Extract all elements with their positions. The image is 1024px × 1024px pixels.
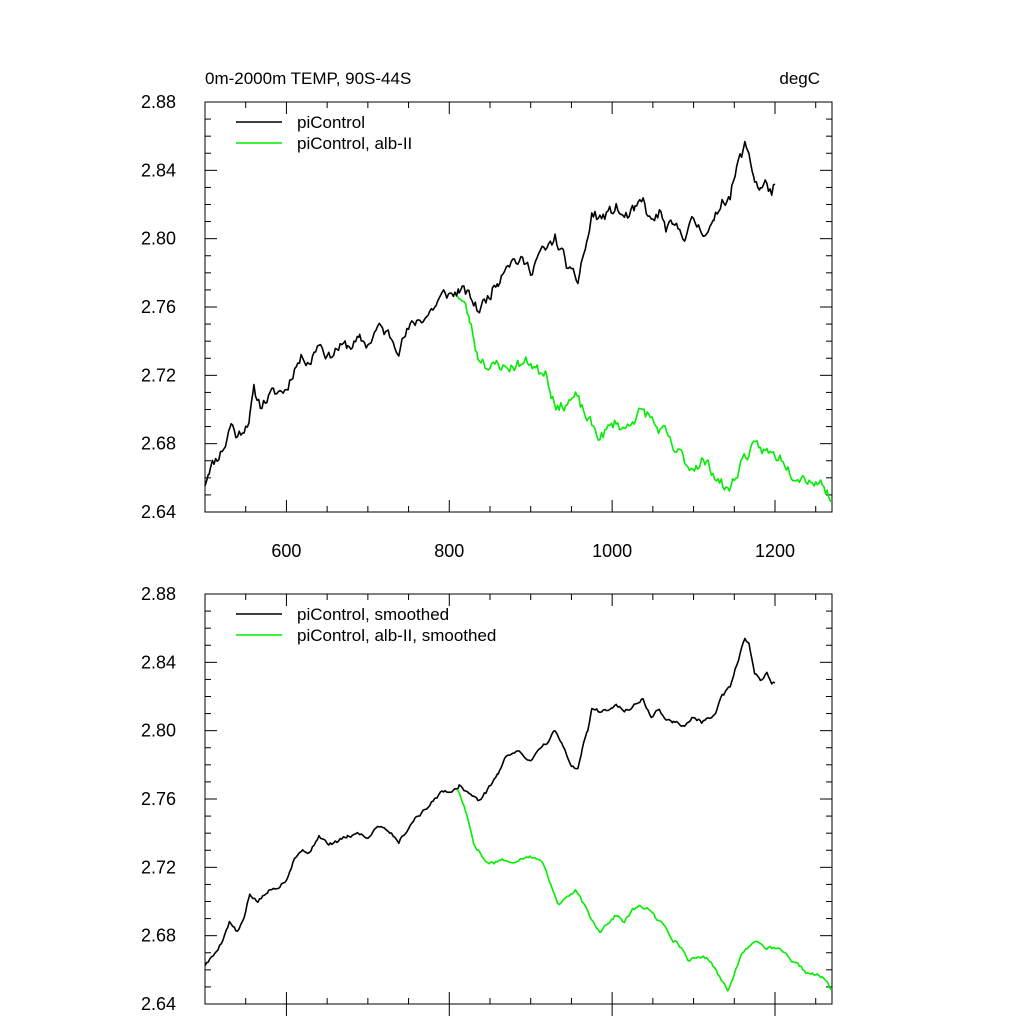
y-tick-label: 2.80 [141, 229, 176, 249]
y-axis: 2.64 2.68 2.72 2.76 2.80 2.84 2.88 [141, 584, 832, 1014]
x-tick-label: 1200 [755, 541, 795, 561]
y-tick-label: 2.80 [141, 721, 176, 741]
top-panel: 2.64 2.68 2.72 2.76 2.80 2.84 2.88 600 800 1000 12… [141, 92, 833, 561]
y-tick-label: 2.76 [141, 297, 176, 317]
y-tick-label: 2.68 [141, 926, 176, 946]
plot-frame [204, 593, 833, 1005]
y-axis: 2.64 2.68 2.72 2.76 2.80 2.84 2.88 [141, 92, 832, 522]
y-tick-label: 2.84 [141, 160, 176, 180]
y-tick-label: 2.64 [141, 502, 176, 522]
series-line-picontrol [204, 637, 776, 966]
y-tick-label: 2.88 [141, 584, 176, 604]
plot-title-units: degC [779, 69, 820, 88]
bottom-panel: 2.64 2.68 2.72 2.76 2.80 2.84 2.88 piControl, s… [141, 584, 833, 1016]
legend-label: piControl, smoothed [297, 605, 449, 624]
series-line-picontrol [204, 140, 776, 487]
y-tick-label: 2.84 [141, 652, 176, 672]
legend-label: piControl [297, 113, 365, 132]
y-tick-label: 2.64 [141, 994, 176, 1014]
legend: piControl piControl, alb-II [236, 113, 412, 153]
y-tick-label: 2.76 [141, 789, 176, 809]
series-line-alb-ii [456, 789, 833, 992]
plot-title-left: 0m-2000m TEMP, 90S-44S [205, 69, 411, 88]
x-axis [204, 594, 817, 1016]
x-tick-label: 600 [271, 541, 301, 561]
legend: piControl, smoothed piControl, alb-II, sm… [236, 605, 496, 645]
x-axis: 600 800 1000 1200 [204, 102, 817, 561]
y-tick-label: 2.72 [141, 857, 176, 877]
series-line-alb-ii [456, 295, 833, 502]
legend-label: piControl, alb-II, smoothed [297, 626, 496, 645]
y-tick-label: 2.88 [141, 92, 176, 112]
y-tick-label: 2.68 [141, 434, 176, 454]
legend-label: piControl, alb-II [297, 134, 412, 153]
x-tick-label: 800 [434, 541, 464, 561]
x-tick-label: 1000 [592, 541, 632, 561]
y-tick-label: 2.72 [141, 365, 176, 385]
